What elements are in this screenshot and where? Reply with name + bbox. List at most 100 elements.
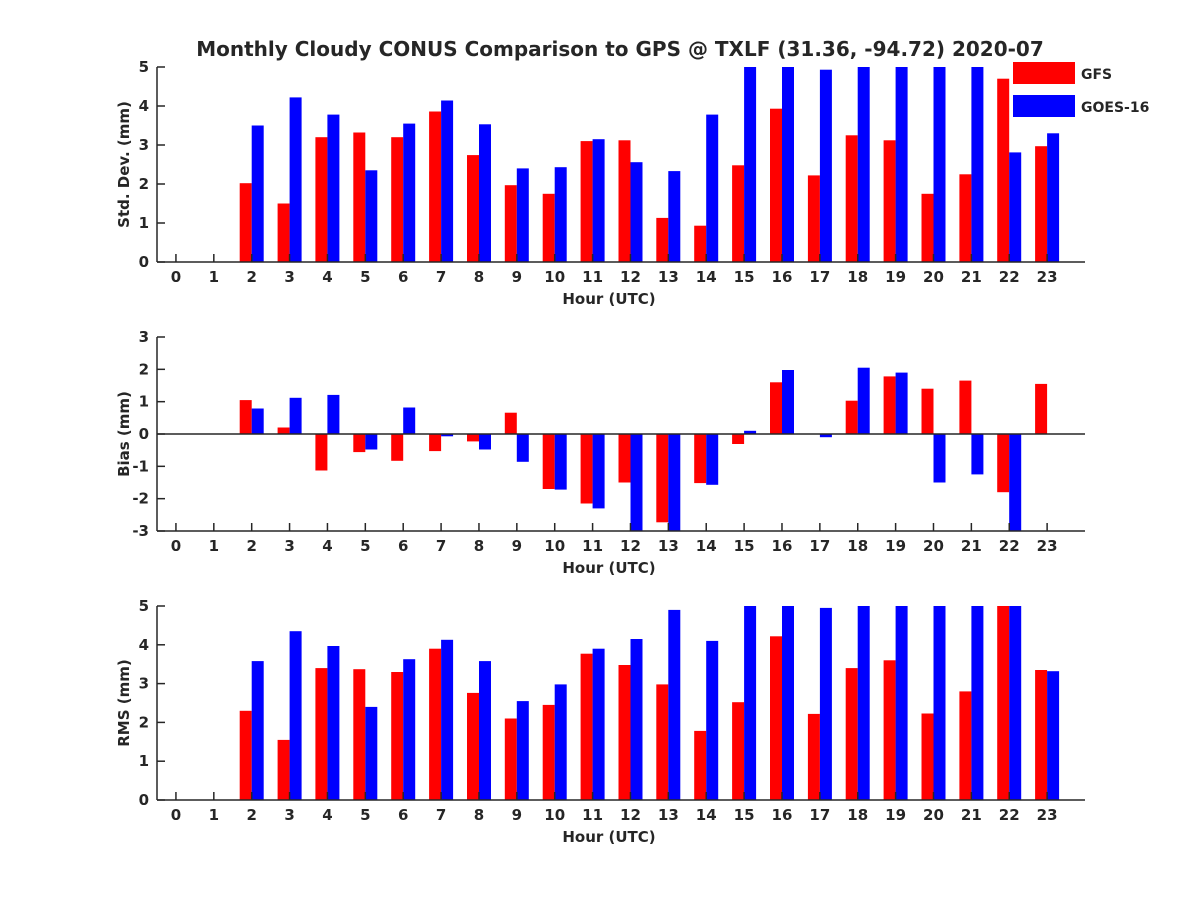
bar-bias-gfs-18 [845, 400, 858, 434]
bar-bias-goes16-17 [819, 434, 832, 438]
y-tick-label-bias: 0 [139, 425, 149, 443]
x-tick-label-rms: 17 [809, 806, 830, 824]
bar-bias-goes16-22 [1009, 434, 1022, 531]
bar-bias-goes16-5 [365, 434, 378, 450]
x-tick-label-bias: 11 [582, 537, 603, 555]
bar-std-dev-gfs-6 [391, 137, 404, 262]
bar-bias-gfs-4 [315, 434, 328, 471]
bar-std-dev-goes16-13 [668, 171, 681, 262]
x-tick-label-bias: 15 [734, 537, 755, 555]
x-tick-label-bias: 7 [436, 537, 446, 555]
y-tick-label-bias: 2 [139, 360, 149, 378]
bar-bias-goes16-18 [857, 367, 870, 434]
x-tick-label-std-dev: 1 [209, 268, 219, 286]
x-tick-label-rms: 14 [696, 806, 717, 824]
y-tick-label-rms: 5 [139, 597, 149, 615]
bar-rms-goes16-20 [933, 606, 946, 800]
bar-bias-gfs-8 [467, 434, 479, 442]
bar-bias-gfs-10 [542, 434, 555, 489]
bar-rms-gfs-15 [732, 702, 745, 800]
bar-std-dev-gfs-14 [694, 225, 707, 262]
y-tick-label-bias: -1 [132, 457, 149, 475]
x-tick-label-rms: 22 [999, 806, 1020, 824]
bar-rms-gfs-14 [694, 730, 707, 800]
bar-std-dev-gfs-16 [770, 108, 782, 262]
bar-rms-gfs-9 [504, 718, 517, 800]
bar-std-dev-gfs-13 [656, 217, 669, 262]
bar-bias-goes16-10 [554, 434, 567, 490]
y-tick-label-std-dev: 0 [139, 253, 149, 271]
bar-bias-gfs-12 [618, 434, 631, 483]
legend-label-gfs: GFS [1081, 67, 1112, 83]
x-tick-label-std-dev: 19 [885, 268, 906, 286]
bar-std-dev-goes16-6 [403, 123, 416, 262]
bar-bias-goes16-7 [441, 434, 454, 437]
bar-std-dev-goes16-12 [630, 162, 643, 262]
x-tick-label-bias: 8 [474, 537, 484, 555]
x-tick-label-std-dev: 8 [474, 268, 484, 286]
bar-rms-gfs-8 [467, 692, 479, 800]
bar-rms-goes16-19 [895, 606, 908, 800]
bar-std-dev-gfs-22 [997, 78, 1010, 262]
y-tick-label-std-dev: 5 [139, 58, 149, 76]
x-tick-label-rms: 19 [885, 806, 906, 824]
bar-bias-goes16-15 [744, 430, 757, 434]
bar-bias-gfs-7 [429, 434, 442, 452]
x-tick-label-rms: 12 [620, 806, 641, 824]
bar-std-dev-goes16-9 [516, 168, 529, 262]
bar-rms-gfs-20 [921, 713, 934, 800]
x-tick-label-rms: 11 [582, 806, 603, 824]
x-tick-label-std-dev: 10 [544, 268, 565, 286]
x-axis-label-bias: Hour (UTC) [562, 559, 655, 577]
x-tick-label-bias: 10 [544, 537, 565, 555]
y-tick-label-rms: 2 [139, 713, 149, 731]
bar-rms-gfs-2 [239, 710, 252, 800]
bar-std-dev-gfs-4 [315, 137, 328, 262]
bar-std-dev-gfs-7 [429, 111, 442, 262]
bar-bias-goes16-21 [971, 434, 984, 475]
bar-std-dev-gfs-3 [277, 203, 290, 262]
bar-bias-gfs-2 [239, 400, 252, 434]
y-tick-label-rms: 4 [139, 636, 149, 654]
bar-std-dev-gfs-15 [732, 165, 745, 262]
x-tick-label-rms: 0 [171, 806, 181, 824]
bar-std-dev-goes16-7 [441, 100, 454, 262]
bar-bias-gfs-15 [732, 434, 745, 444]
bar-rms-gfs-7 [429, 648, 442, 800]
x-tick-label-std-dev: 22 [999, 268, 1020, 286]
x-tick-label-rms: 7 [436, 806, 446, 824]
bar-std-dev-goes16-18 [857, 67, 870, 262]
bar-rms-gfs-12 [618, 665, 631, 800]
bar-bias-goes16-16 [782, 370, 794, 434]
bar-rms-gfs-23 [1035, 670, 1048, 800]
x-tick-label-bias: 12 [620, 537, 641, 555]
x-tick-label-rms: 15 [734, 806, 755, 824]
x-tick-label-rms: 21 [961, 806, 982, 824]
bar-rms-gfs-17 [807, 713, 820, 800]
bar-rms-goes16-11 [592, 648, 605, 800]
y-axis-label-rms: RMS (mm) [115, 659, 133, 746]
bar-rms-gfs-21 [959, 691, 972, 800]
y-tick-label-rms: 0 [139, 791, 149, 809]
y-tick-label-std-dev: 4 [139, 97, 149, 115]
x-tick-label-std-dev: 14 [696, 268, 717, 286]
x-axis-label-std-dev: Hour (UTC) [562, 290, 655, 308]
bar-bias-goes16-12 [630, 434, 643, 531]
bar-rms-goes16-21 [971, 606, 984, 800]
x-tick-label-rms: 1 [209, 806, 219, 824]
bar-rms-goes16-3 [289, 631, 302, 800]
bar-std-dev-goes16-5 [365, 170, 378, 262]
bar-std-dev-gfs-10 [542, 193, 555, 263]
bar-rms-gfs-16 [770, 636, 782, 800]
bar-std-dev-gfs-5 [353, 132, 366, 262]
bar-std-dev-goes16-10 [554, 167, 567, 262]
x-tick-label-bias: 18 [847, 537, 868, 555]
y-tick-label-bias: -3 [132, 522, 149, 540]
x-tick-label-std-dev: 6 [398, 268, 408, 286]
bar-std-dev-gfs-2 [239, 183, 252, 262]
legend-label-goes16: GOES-16 [1081, 100, 1149, 116]
x-tick-label-rms: 4 [322, 806, 332, 824]
bar-bias-gfs-5 [353, 434, 366, 453]
bar-bias-gfs-13 [656, 434, 669, 523]
